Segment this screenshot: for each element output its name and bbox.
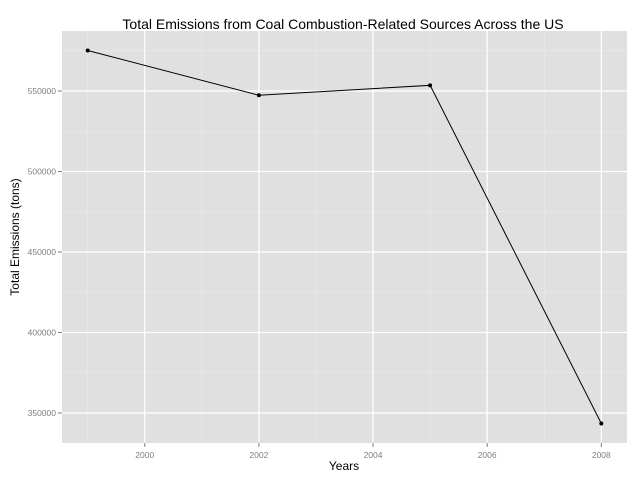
y-tick-label-4: 550000	[28, 86, 57, 96]
x-axis-title: Years	[329, 459, 359, 473]
major-gridlines	[62, 31, 627, 443]
y-tick-label-3: 500000	[28, 167, 57, 177]
minor-gridlines	[62, 31, 627, 443]
y-axis: 350000 400000 450000 500000 550000	[28, 86, 62, 418]
y-axis-title: Total Emissions (tons)	[8, 178, 22, 295]
x-tick-label-0: 2000	[135, 450, 154, 460]
y-tick-label-0: 350000	[28, 408, 57, 418]
data-point-2008	[599, 421, 604, 426]
y-tick-label-1: 400000	[28, 327, 57, 337]
data-point-2002	[256, 93, 261, 98]
chart-title: Total Emissions from Coal Combustion-Rel…	[122, 16, 563, 32]
x-tick-label-4: 2008	[592, 450, 611, 460]
x-tick-label-3: 2006	[478, 450, 497, 460]
x-tick-label-2: 2004	[364, 450, 383, 460]
data-point-1999	[85, 48, 90, 53]
data-point-2005	[428, 83, 433, 88]
series-layer	[85, 48, 604, 426]
plot-panel	[62, 31, 627, 443]
x-tick-label-1: 2002	[249, 450, 268, 460]
series-line-0	[87, 49, 602, 424]
x-axis: 2000 2002 2004 2006 2008	[135, 443, 611, 460]
y-tick-label-2: 450000	[28, 247, 57, 257]
